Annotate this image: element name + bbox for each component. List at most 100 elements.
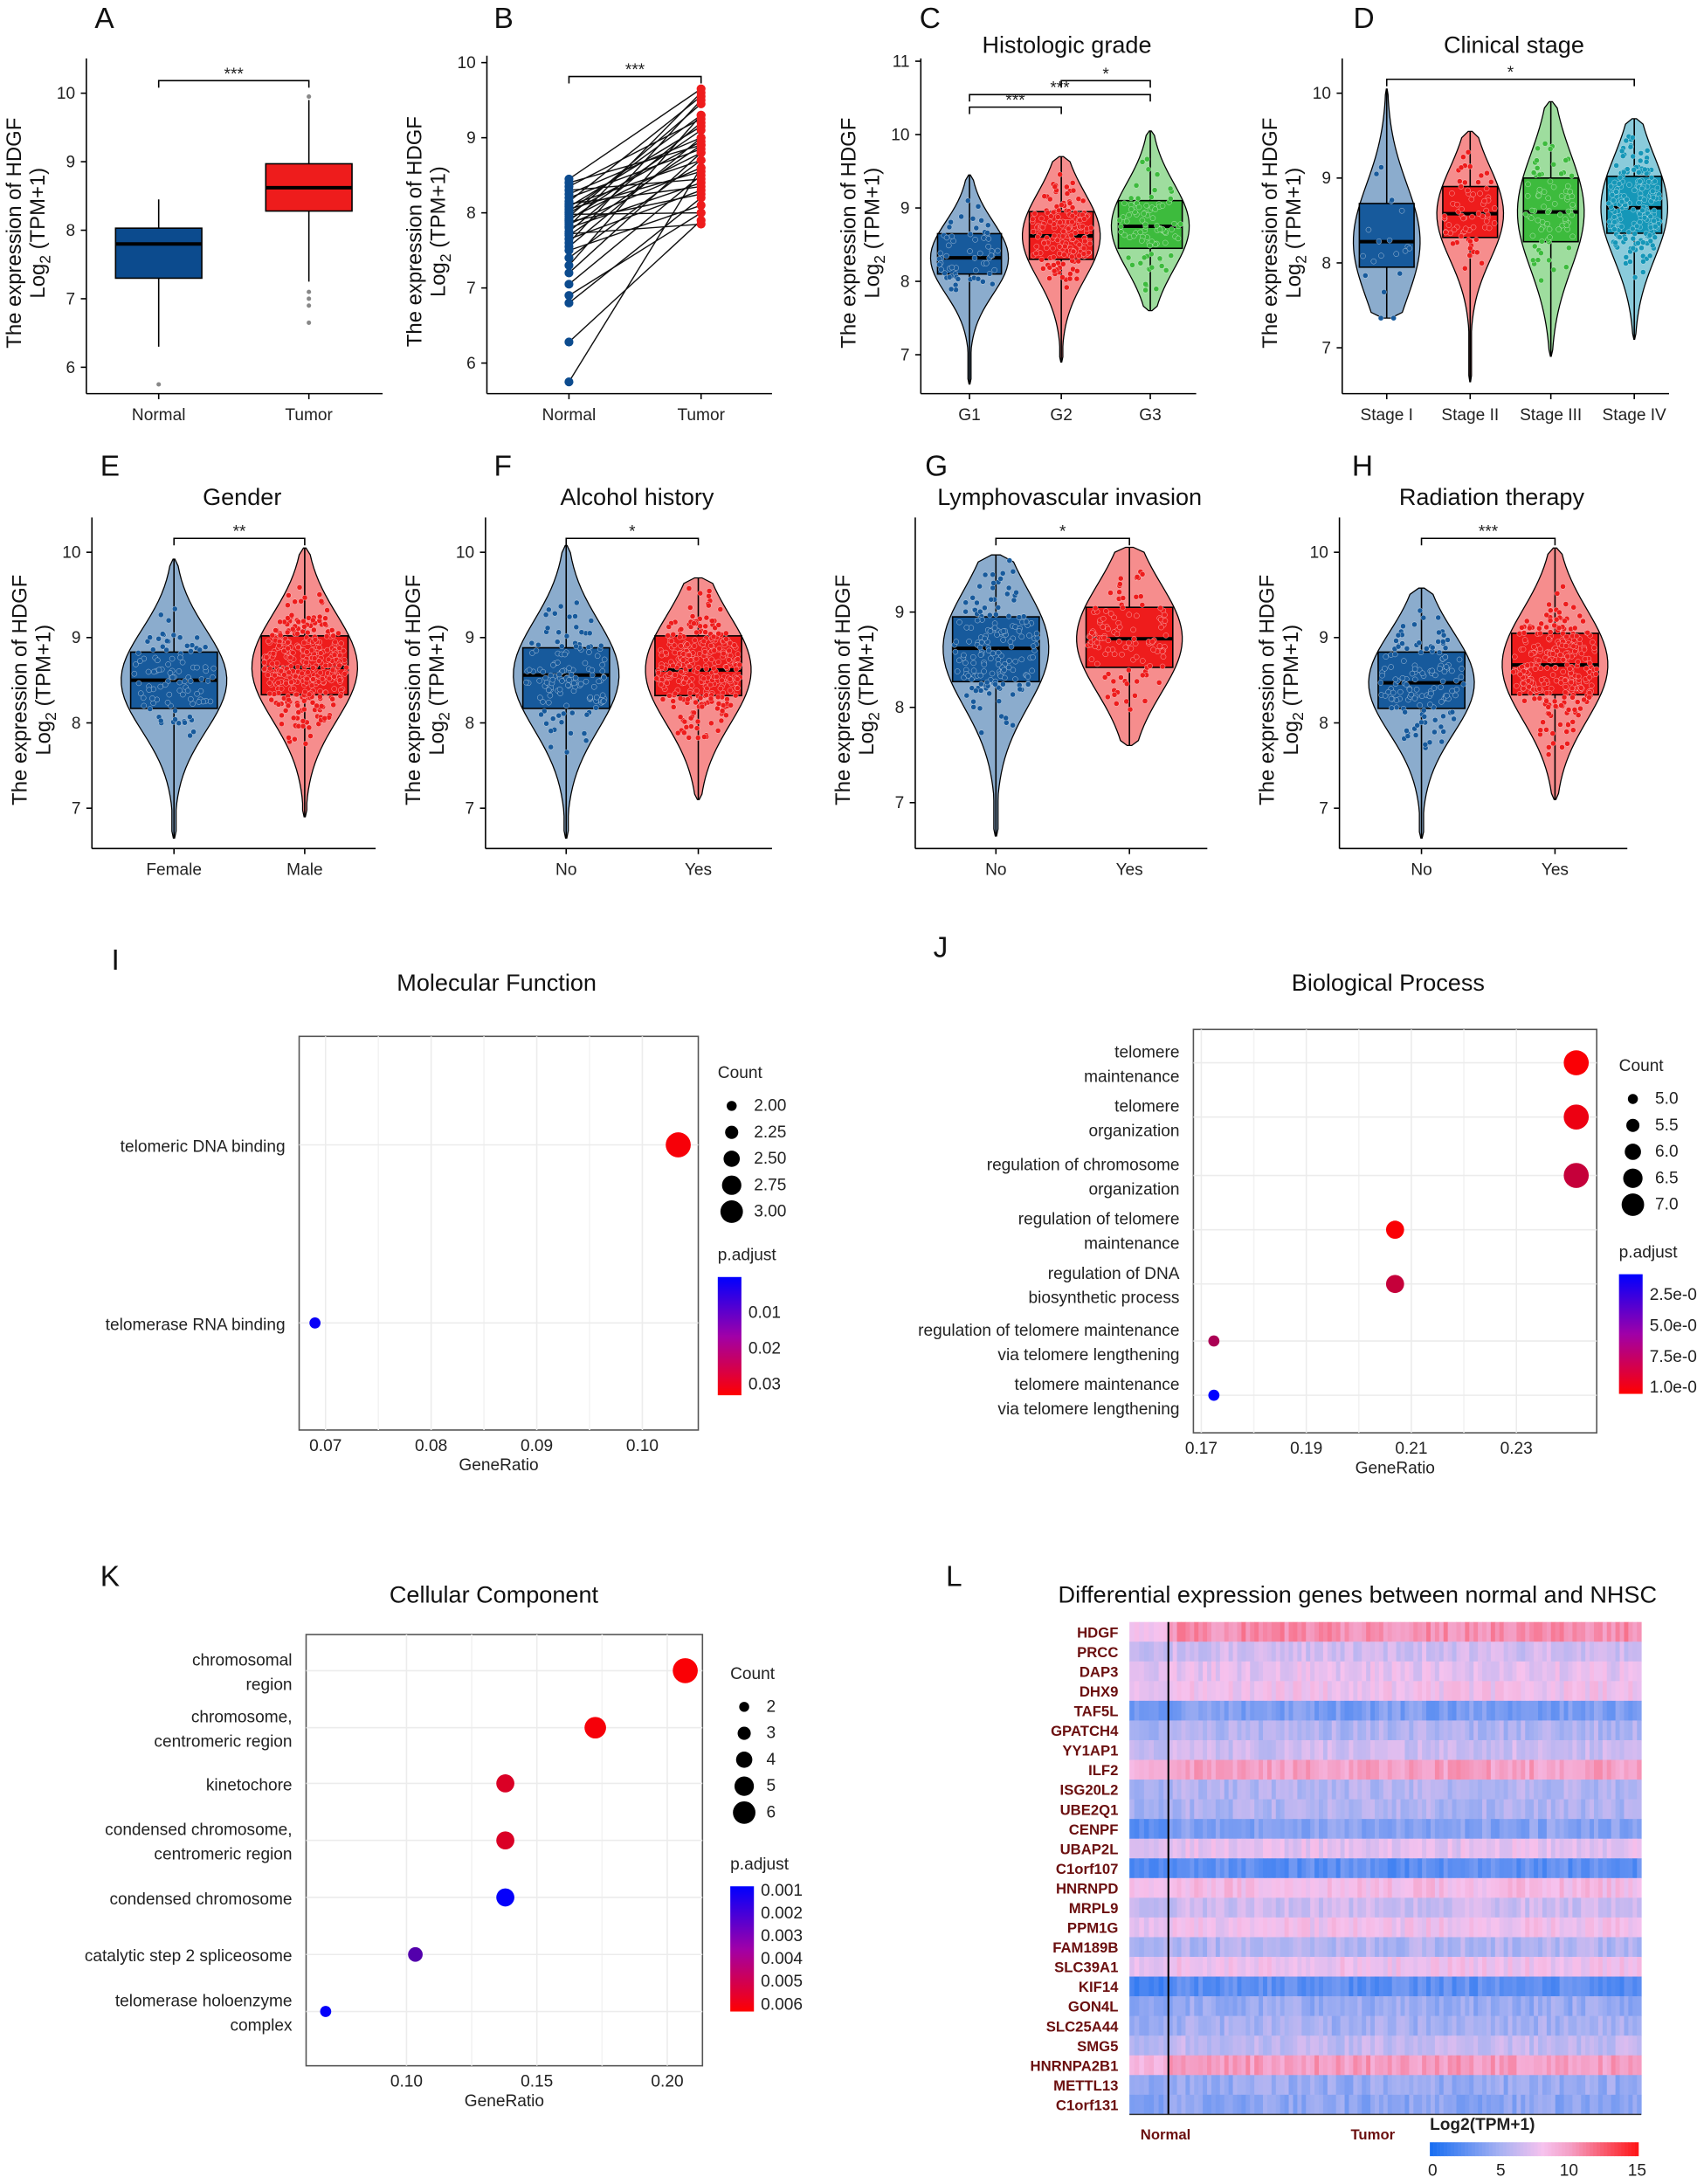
jitter-point [1399, 675, 1406, 681]
jitter-point [162, 681, 169, 688]
heatmap-cell [1203, 1641, 1208, 1662]
jitter-point [170, 632, 177, 639]
heatmap-cell [1615, 1838, 1621, 1859]
heatmap-cell [1534, 1720, 1539, 1741]
heatmap-cell [1237, 1838, 1242, 1859]
legend-count-label: 2.25 [754, 1123, 786, 1142]
heatmap-cell [1366, 1759, 1371, 1780]
heatmap-cell [1555, 1838, 1561, 1859]
jitter-point [1531, 695, 1538, 702]
jitter-point [678, 668, 684, 675]
heatmap-cell [1409, 1780, 1414, 1800]
heatmap-cell [1203, 1937, 1208, 1958]
heatmap-cell [1507, 1799, 1513, 1820]
heatmap-cell [1383, 1739, 1389, 1760]
heatmap-cell [1590, 1681, 1595, 1702]
jitter-point [317, 688, 323, 695]
heatmap-cell [1327, 1641, 1333, 1662]
heatmap-cell [1194, 1917, 1199, 1938]
heatmap-cell [1606, 1877, 1612, 1898]
jitter-point [1432, 717, 1438, 723]
jitter-point [990, 650, 997, 657]
jitter-point [1421, 707, 1427, 714]
heatmap-cell [1327, 1720, 1333, 1741]
heatmap-cell [1181, 1976, 1186, 1997]
jitter-point [1378, 164, 1384, 170]
jitter-point [285, 702, 292, 709]
heatmap-cell [1263, 1621, 1268, 1642]
heatmap-cell [1516, 1858, 1521, 1879]
heatmap-cell [1362, 1957, 1367, 1978]
heatmap-cell [1391, 1780, 1397, 1800]
jitter-point [1392, 651, 1398, 658]
jitter-point [1080, 224, 1086, 230]
jitter-point [1045, 210, 1051, 216]
heatmap-cell [1149, 1621, 1155, 1642]
jitter-point [1551, 698, 1558, 705]
heatmap-cell [1129, 1976, 1135, 1997]
jitter-point [995, 656, 1002, 663]
jitter-point [135, 650, 141, 656]
heatmap-cell [1357, 1819, 1362, 1840]
heatmap-cell [1301, 1661, 1307, 1682]
jitter-point [1117, 581, 1123, 587]
jitter-point [1451, 715, 1457, 722]
jitter-point [1451, 226, 1458, 233]
heatmap-cell [1228, 1759, 1234, 1780]
term-dot [1563, 1163, 1590, 1188]
x-tick-label: G3 [1139, 406, 1161, 425]
heatmap-cell [1568, 1858, 1573, 1879]
heatmap-cell [1168, 1681, 1174, 1702]
jitter-point [1586, 695, 1592, 701]
jitter-point [1516, 691, 1523, 697]
heatmap-cell [1611, 1819, 1617, 1840]
heatmap-cell [1301, 1641, 1307, 1662]
heatmap-cell [1254, 1819, 1259, 1840]
jitter-point [1129, 262, 1135, 268]
jitter-point [598, 642, 604, 649]
box [114, 227, 203, 280]
jitter-point [1473, 237, 1480, 243]
jitter-point [583, 711, 590, 718]
jitter-point [562, 651, 568, 658]
jitter-point [1007, 639, 1014, 645]
heatmap-cell [1154, 1641, 1160, 1662]
heatmap-cell [1158, 1937, 1164, 1958]
heatmap-cell [1143, 1838, 1149, 1859]
pair-line [569, 144, 701, 183]
heatmap-cell [1516, 1877, 1521, 1898]
heatmap-cell [1134, 1799, 1140, 1820]
heatmap-cell [1632, 1759, 1638, 1780]
heatmap-cell [1413, 1739, 1418, 1760]
jitter-point [1033, 630, 1040, 637]
heatmap-cell [1512, 1621, 1517, 1642]
jitter-point [1570, 643, 1576, 650]
heatmap-cell [1181, 1897, 1186, 1918]
heatmap-cell [1297, 1681, 1302, 1702]
heatmap-cell [1134, 1937, 1140, 1958]
heatmap-cell [1190, 1819, 1195, 1840]
heatmap-cell [1503, 1780, 1509, 1800]
heatmap-cell [1400, 1661, 1405, 1682]
heatmap-cell [1516, 1641, 1521, 1662]
jitter-point [1437, 666, 1443, 672]
normal-point [564, 298, 574, 308]
jitter-point [1382, 693, 1389, 699]
jitter-point [1525, 678, 1532, 684]
term-label: regulation of DNA [1048, 1265, 1180, 1283]
jitter-point [686, 690, 693, 696]
heatmap-cell [1319, 1858, 1324, 1879]
jitter-point [1120, 605, 1126, 611]
heatmap-cell [1168, 1976, 1174, 1997]
jitter-point [706, 588, 713, 594]
jitter-point [1569, 695, 1576, 701]
gene-label: ILF2 [1088, 1762, 1118, 1779]
jitter-point [1149, 639, 1155, 645]
heatmap-cell [1143, 1780, 1149, 1800]
jitter-point [1118, 224, 1124, 230]
heatmap-cell [1391, 1858, 1397, 1879]
heatmap-cell [1507, 1877, 1513, 1898]
units-log: Log [31, 721, 55, 756]
jitter-point [731, 642, 738, 648]
units-log: Log [1280, 721, 1303, 756]
